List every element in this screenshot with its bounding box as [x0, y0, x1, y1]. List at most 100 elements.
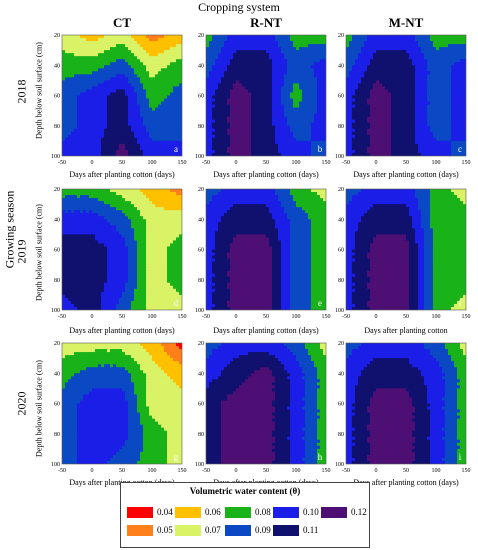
contour-cell — [254, 50, 258, 54]
contour-cell — [215, 119, 219, 124]
contour-cell — [116, 116, 120, 121]
contour-cell — [83, 50, 87, 54]
contour-cell — [173, 74, 177, 78]
contour-cell — [92, 119, 96, 124]
contour-cell — [74, 80, 78, 85]
contour-cell — [245, 62, 249, 66]
contour-cell — [275, 146, 279, 151]
contour-cell — [415, 140, 419, 145]
contour-cell — [80, 140, 84, 145]
contour-cell — [134, 113, 138, 118]
contour-cell — [451, 62, 455, 66]
contour-cell — [305, 125, 309, 130]
contour-cell — [263, 125, 267, 130]
contour-cell — [391, 47, 395, 51]
contour-cell — [281, 44, 285, 48]
contour-cell — [296, 146, 300, 151]
contour-cell — [448, 128, 452, 133]
contour-cell — [227, 107, 231, 112]
contour-cell — [415, 98, 419, 103]
contour-cell — [358, 83, 362, 88]
contour-cell — [391, 128, 395, 133]
contour-cell — [122, 74, 126, 78]
contour-cell — [179, 131, 182, 136]
contour-cell — [361, 80, 365, 85]
contour-cell — [164, 59, 168, 63]
contour-cell — [311, 143, 315, 148]
contour-cell — [457, 131, 461, 136]
contour-cell — [224, 35, 228, 39]
contour-cell — [406, 98, 410, 103]
contour-cell — [68, 83, 72, 88]
contour-cell — [349, 77, 353, 81]
contour-cell — [373, 107, 377, 112]
contour-cell — [236, 47, 240, 51]
contour-cell — [320, 116, 324, 121]
contour-cell — [349, 128, 353, 133]
contour-cell — [62, 192, 66, 196]
contour-cell — [242, 140, 246, 145]
contour-cell — [224, 101, 228, 106]
contour-cell — [406, 83, 410, 88]
contour-cell — [454, 65, 458, 69]
contour-cell — [158, 131, 162, 136]
contour-cell — [83, 89, 87, 94]
contour-cell — [230, 116, 234, 121]
contour-cell — [376, 44, 380, 48]
contour-cell — [364, 35, 368, 39]
contour-cell — [394, 86, 398, 91]
contour-cell — [439, 44, 443, 48]
contour-cell — [314, 140, 318, 145]
contour-cell — [65, 140, 69, 145]
contour-cell — [355, 41, 359, 45]
contour-cell — [170, 104, 174, 109]
contour-cell — [296, 50, 300, 54]
contour-cell — [167, 128, 171, 133]
contour-cell — [167, 195, 171, 199]
contour-cell — [83, 119, 87, 124]
contour-cell — [257, 50, 261, 54]
y-tick-label: 80 — [338, 124, 344, 130]
contour-cell — [418, 62, 422, 66]
contour-cell — [290, 113, 294, 118]
contour-cell — [433, 134, 437, 139]
contour-cell — [110, 149, 114, 154]
contour-cell — [454, 59, 458, 63]
contour-cell — [167, 89, 171, 94]
contour-cell — [167, 113, 171, 118]
contour-cell — [179, 128, 182, 133]
contour-cell — [358, 119, 362, 124]
contour-cell — [164, 101, 168, 106]
contour-cell — [152, 71, 156, 75]
contour-cell — [445, 146, 449, 151]
contour-cell — [176, 77, 180, 81]
contour-cell — [86, 47, 90, 51]
contour-cell — [65, 65, 69, 69]
contour-cell — [320, 104, 324, 109]
contour-cell — [122, 149, 126, 154]
contour-cell — [248, 134, 252, 139]
contour-cell — [209, 113, 213, 118]
contour-cell — [107, 71, 111, 75]
contour-cell — [272, 65, 276, 69]
contour-cell — [143, 92, 147, 97]
contour-cell — [83, 53, 87, 57]
contour-cell — [128, 143, 132, 148]
contour-cell — [161, 192, 165, 196]
contour-cell — [167, 56, 171, 60]
contour-cell — [149, 192, 153, 196]
contour-cell — [77, 149, 81, 154]
contour-cell — [134, 195, 138, 199]
y-tick-label: 60 — [198, 94, 204, 100]
contour-cell — [430, 116, 434, 121]
contour-cell — [352, 86, 356, 91]
contour-cell — [460, 107, 464, 112]
contour-cell — [83, 198, 87, 202]
contour-cell — [320, 101, 324, 106]
contour-cell — [275, 134, 279, 139]
contour-cell — [287, 59, 291, 63]
contour-cell — [242, 116, 246, 121]
contour-cell — [308, 35, 312, 39]
contour-cell — [269, 47, 273, 51]
contour-cell — [254, 80, 258, 85]
